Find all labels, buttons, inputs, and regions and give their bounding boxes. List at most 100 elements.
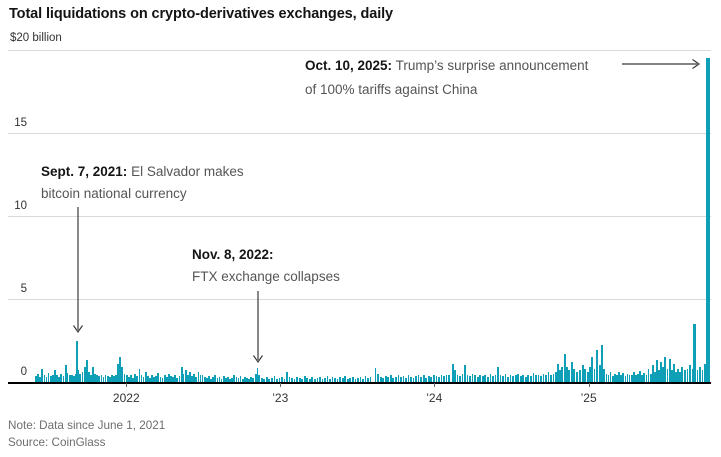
bar — [588, 367, 591, 382]
bar — [189, 372, 191, 382]
bar — [415, 376, 417, 382]
bar — [461, 373, 464, 382]
y-axis-label-5: 5 — [20, 283, 27, 295]
bar — [651, 365, 654, 382]
bar — [643, 372, 646, 382]
bar — [324, 377, 326, 382]
bar — [632, 372, 635, 382]
bar — [464, 365, 467, 382]
bar — [258, 374, 260, 382]
bar — [298, 377, 301, 382]
bar — [369, 377, 372, 382]
bar — [641, 374, 644, 382]
bar — [630, 374, 633, 382]
annotation-date: Sept. 7, 2021: — [41, 164, 128, 179]
x-axis-label: ’25 — [580, 391, 597, 405]
bar — [456, 375, 459, 382]
bar — [407, 375, 410, 382]
bar — [281, 377, 283, 382]
bar — [73, 376, 75, 382]
bar — [688, 365, 691, 382]
bar — [389, 375, 392, 382]
bar — [35, 376, 37, 382]
bar — [550, 374, 552, 382]
bar — [656, 360, 658, 382]
bar — [367, 377, 369, 382]
bar — [288, 377, 291, 382]
bar — [607, 375, 610, 382]
bar — [125, 375, 128, 382]
bar — [469, 376, 471, 382]
bar — [499, 375, 502, 382]
x-axis-label: ’23 — [272, 391, 289, 405]
bar — [83, 367, 86, 382]
bar — [561, 367, 564, 382]
bar — [662, 367, 665, 382]
bar — [113, 376, 115, 382]
bar — [336, 378, 339, 382]
bar — [306, 377, 309, 382]
bar — [341, 377, 344, 382]
bar — [616, 374, 618, 382]
annotation-text: El Salvador makes — [131, 164, 244, 179]
annotation-tariffs: Oct. 10, 2025: Trump’s surprise announce… — [305, 54, 645, 102]
bar — [374, 367, 377, 382]
bar — [435, 376, 438, 382]
bar — [37, 373, 39, 382]
bar — [68, 375, 71, 382]
bar — [535, 375, 537, 382]
bar — [596, 350, 599, 382]
annotation-el-salvador: Sept. 7, 2021: El Salvador makes bitcoin… — [41, 161, 281, 205]
bar — [430, 377, 433, 382]
bar — [187, 375, 189, 382]
bar — [552, 373, 555, 382]
bar — [91, 367, 94, 382]
bar — [96, 375, 98, 382]
bar — [256, 367, 259, 382]
bar — [218, 377, 221, 382]
x-axis-tick — [588, 383, 590, 387]
bar — [532, 372, 535, 382]
bar — [180, 367, 183, 382]
bar — [443, 376, 445, 382]
bar — [286, 372, 288, 382]
bar — [121, 367, 124, 382]
bar — [427, 376, 430, 382]
bar — [672, 363, 675, 382]
bar — [77, 370, 80, 382]
bar — [681, 367, 684, 382]
bar — [481, 376, 484, 382]
bar — [260, 377, 263, 382]
bar — [233, 375, 236, 382]
bar — [43, 375, 46, 382]
gridline-15 — [8, 133, 711, 134]
bar — [474, 375, 476, 382]
bar — [677, 368, 679, 382]
bar — [527, 375, 530, 382]
bar — [496, 367, 499, 382]
x-axis-tick — [280, 383, 282, 387]
bar — [670, 370, 673, 382]
bar — [81, 372, 84, 382]
bar — [591, 357, 594, 382]
bar — [237, 377, 240, 382]
bar — [39, 377, 42, 382]
bar — [384, 376, 387, 382]
bar — [704, 363, 707, 382]
bar — [512, 376, 514, 382]
bar — [339, 377, 341, 382]
bar — [400, 377, 402, 382]
bar — [229, 378, 231, 382]
bar — [149, 377, 151, 382]
bar — [420, 377, 422, 382]
bar — [647, 368, 650, 382]
bar — [476, 377, 479, 382]
bar — [52, 374, 54, 382]
bar — [701, 370, 704, 382]
bar — [165, 377, 168, 382]
bar — [220, 378, 223, 382]
bar — [635, 375, 637, 382]
source-text: Source: CoinGlass — [8, 436, 106, 449]
bar — [314, 378, 316, 382]
bar — [547, 372, 550, 382]
